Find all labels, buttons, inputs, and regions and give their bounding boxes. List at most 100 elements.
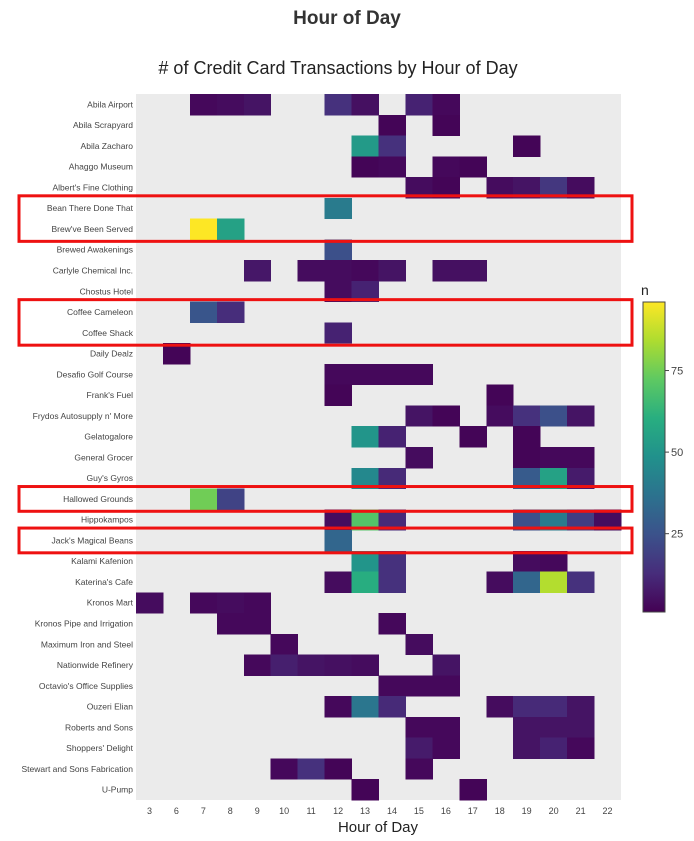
y-tick-daily-dealz: Daily Dealz [90, 349, 133, 359]
heatmap-cells [136, 94, 622, 801]
heatmap-cell [243, 613, 272, 635]
heatmap-cell [351, 696, 379, 718]
heatmap-cell [216, 301, 245, 323]
colorbar-tick-label: 50 [671, 447, 683, 459]
x-tick-20: 20 [549, 806, 559, 816]
heatmap-cell [378, 571, 406, 593]
heatmap-cell [513, 571, 541, 593]
heatmap-cell [405, 633, 433, 656]
highlight-boxes [17, 194, 634, 555]
heatmap-cell [405, 405, 433, 427]
heatmap-cell [216, 488, 245, 510]
highlight-box-1 [17, 194, 634, 243]
colorbar: n 25 50 75 [641, 282, 683, 613]
heatmap-cell [540, 737, 568, 759]
heatmap-cell [459, 260, 487, 282]
heatmap-cell [513, 509, 541, 531]
y-tick-shoppers-delight: Shoppers' Delight [66, 743, 133, 753]
heatmap-cell [405, 94, 433, 116]
heatmap-cell [189, 592, 218, 614]
y-tick-guy-s-gyros: Guy's Gyros [87, 473, 134, 483]
heatmap-cell [405, 716, 433, 739]
heatmap-cell [351, 779, 379, 801]
page-title: Hour of Day [293, 8, 401, 29]
heatmap-cell [324, 654, 353, 676]
x-tick-7: 7 [201, 806, 206, 816]
heatmap-cell [243, 592, 272, 614]
heatmap-cell [432, 94, 460, 116]
y-tick-desafio-golf-course: Desafio Golf Course [56, 369, 133, 379]
heatmap-cell [486, 177, 514, 199]
heatmap-cell [378, 696, 406, 718]
heatmap-cell [324, 322, 353, 344]
heatmap-cell [459, 426, 487, 448]
colorbar-title: n [641, 282, 649, 298]
y-tick-chostus-hotel: Chostus Hotel [80, 286, 133, 296]
heatmap-cell [432, 737, 460, 759]
heatmap-cell [243, 260, 272, 282]
heatmap-cell [405, 363, 433, 386]
x-tick-15: 15 [414, 806, 424, 816]
heatmap-cell [270, 654, 299, 676]
heatmap-cell [432, 260, 460, 282]
x-tick-11: 11 [306, 806, 315, 816]
colorbar-gradient [642, 301, 666, 613]
heatmap-cell [136, 592, 164, 614]
y-tick-brewed-awakenings: Brewed Awakenings [57, 245, 133, 255]
y-tick-u-pump: U-Pump [102, 785, 133, 795]
y-tick-gelatogalore: Gelatogalore [84, 432, 133, 442]
heatmap-cell [567, 571, 595, 593]
y-tick-general-grocer: General Grocer [74, 452, 133, 462]
heatmap-cell [324, 280, 353, 303]
heatmap-cell [378, 613, 406, 635]
heatmap-cell [459, 779, 487, 801]
y-tick-abila-scrapyard: Abila Scrapyard [73, 120, 133, 130]
heatmap-cell [297, 758, 326, 780]
y-tick-ouzeri-elian: Ouzeri Elian [87, 702, 134, 712]
x-tick-19: 19 [522, 806, 532, 816]
heatmap-cell [432, 114, 460, 137]
heatmap-cell [594, 509, 622, 531]
heatmap-cell [567, 696, 595, 718]
heatmap-cell [513, 696, 541, 718]
heatmap-cell [351, 550, 379, 573]
y-tick-coffee-cameleon: Coffee Cameleon [67, 307, 133, 317]
heatmap-cell [297, 260, 326, 282]
y-tick-coffee-shack: Coffee Shack [82, 328, 134, 338]
heatmap-cell [351, 363, 379, 386]
heatmap-cell [567, 509, 595, 531]
heatmap-cell [351, 426, 379, 448]
x-tick-8: 8 [228, 806, 233, 816]
y-tick-ahaggo-museum: Ahaggo Museum [69, 162, 133, 172]
heatmap-cell [162, 343, 191, 365]
heatmap-cell [513, 467, 541, 490]
y-tick-nationwide-refinery: Nationwide Refinery [57, 660, 134, 670]
heatmap-cell [513, 405, 541, 427]
heatmap-cell [540, 177, 568, 199]
heatmap-cell [567, 405, 595, 427]
heatmap-cell [405, 758, 433, 780]
x-tick-3: 3 [147, 806, 152, 816]
heatmap-cell [432, 177, 460, 199]
heatmap-cell [324, 260, 353, 282]
heatmap-cell [378, 363, 406, 386]
y-tick-frydos-autosupply-n-more: Frydos Autosupply n' More [33, 411, 134, 421]
heatmap-cell [378, 550, 406, 573]
highlight-box-2 [17, 298, 634, 347]
heatmap-cell [486, 696, 514, 718]
heatmap-cell [540, 405, 568, 427]
x-tick-14: 14 [387, 806, 397, 816]
heatmap-cell [189, 218, 218, 240]
x-tick-6: 6 [174, 806, 179, 816]
heatmap-cell [378, 114, 406, 137]
heatmap-cell [405, 675, 433, 697]
heatmap-cell [378, 467, 406, 490]
colorbar-tick-label: 75 [671, 366, 683, 378]
heatmap-cell [378, 260, 406, 282]
heatmap-cell [513, 737, 541, 759]
heatmap-cell [324, 509, 353, 531]
heatmap-cell [351, 260, 379, 282]
heatmap-cell [432, 156, 460, 178]
heatmap-cell [324, 197, 353, 220]
y-tick-kalami-kafenion: Kalami Kafenion [71, 556, 133, 566]
